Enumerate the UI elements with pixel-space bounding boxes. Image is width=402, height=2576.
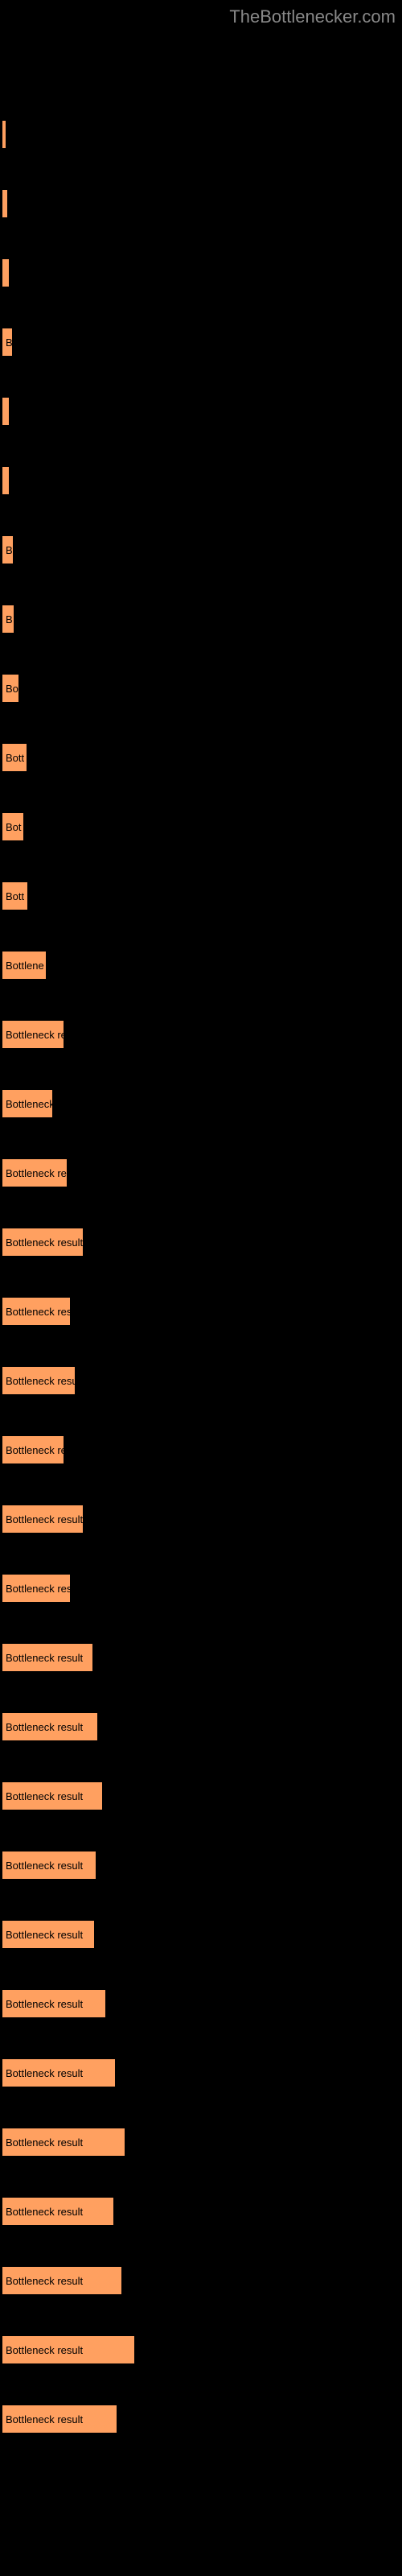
- bar-label: Bott: [6, 752, 24, 764]
- bar-row: Bottleneck result: [2, 1852, 402, 1879]
- bar-label: Bottleneck res: [6, 1167, 67, 1179]
- bar-row: Bottleneck result: [2, 1505, 402, 1533]
- bar: B: [2, 605, 14, 633]
- bar-label: Bottleneck res: [6, 1306, 70, 1318]
- bar-row: Bottleneck res: [2, 1159, 402, 1187]
- bar-row: Bottleneck result: [2, 2128, 402, 2156]
- bar: Bottleneck: [2, 1090, 52, 1117]
- bar: Bottlene: [2, 952, 46, 979]
- bar-row: B: [2, 328, 402, 356]
- bar-label: Bottlene: [6, 960, 44, 972]
- bar: Bottleneck result: [2, 2198, 113, 2225]
- bar-label: Bottleneck result: [6, 1513, 83, 1525]
- bar-label: Bottleneck result: [6, 2067, 83, 2079]
- bar-row: Bottleneck result: [2, 1782, 402, 1810]
- bar-label: B: [6, 336, 12, 349]
- bar-row: Bottleneck result: [2, 1228, 402, 1256]
- bar-row: Bottleneck result: [2, 1921, 402, 1948]
- bar-row: Bottleneck result: [2, 2336, 402, 2363]
- bar-label: Bot: [6, 821, 22, 833]
- bar-row: [2, 467, 402, 494]
- bar-row: Bottleneck result: [2, 1990, 402, 2017]
- bar: Bottleneck result: [2, 1644, 92, 1671]
- bar-row: [2, 121, 402, 148]
- bar: Bott: [2, 744, 27, 771]
- bar: Bottleneck resu: [2, 1575, 70, 1602]
- bar: Bottleneck re: [2, 1021, 64, 1048]
- bar-label: Bottleneck result: [6, 1652, 83, 1664]
- bar: [2, 259, 9, 287]
- bar-label: Bottleneck re: [6, 1444, 64, 1456]
- bar-label: Bottleneck result: [6, 1790, 83, 1802]
- bar: [2, 190, 7, 217]
- bar: Bot: [2, 813, 23, 840]
- bar-label: Bottleneck result: [6, 1236, 83, 1249]
- bar-label: Bottleneck result: [6, 2136, 83, 2149]
- bar: Bo: [2, 675, 18, 702]
- bar-label: Bottleneck result: [6, 2413, 83, 2425]
- bar-row: Bottleneck re: [2, 1436, 402, 1463]
- bar-row: Bott: [2, 744, 402, 771]
- bar: Bottleneck result: [2, 2405, 117, 2433]
- bar: Bottleneck result: [2, 1852, 96, 1879]
- bar-row: Bottleneck result: [2, 2059, 402, 2087]
- bar: B: [2, 328, 12, 356]
- bar-label: B: [6, 613, 13, 625]
- bar: [2, 121, 6, 148]
- bar: Bottleneck result: [2, 2059, 115, 2087]
- bar-row: B: [2, 605, 402, 633]
- bar-label: Bottleneck result: [6, 1998, 83, 2010]
- bar: Bottleneck resul: [2, 1367, 75, 1394]
- bar-row: Bottleneck resu: [2, 1575, 402, 1602]
- bar: B: [2, 536, 13, 564]
- bar-label: Bottleneck result: [6, 2344, 83, 2356]
- bar-row: Bott: [2, 882, 402, 910]
- bar: Bottleneck re: [2, 1436, 64, 1463]
- bar-label: Bottleneck result: [6, 2206, 83, 2218]
- bar: Bottleneck result: [2, 1228, 83, 1256]
- bar-label: Bo: [6, 683, 18, 695]
- bar-chart: B B B Bo Bott Bot Bott Bottlene Bottleneck re Bot…: [0, 0, 402, 2515]
- bar-row: Bottleneck: [2, 1090, 402, 1117]
- bar-row: [2, 259, 402, 287]
- bar: Bottleneck res: [2, 1159, 67, 1187]
- bar-row: Bottleneck result: [2, 2198, 402, 2225]
- bar-row: Bottleneck result: [2, 1713, 402, 1740]
- bar-row: Bottleneck result: [2, 1644, 402, 1671]
- bar: Bottleneck res: [2, 1298, 70, 1325]
- bar-label: Bottleneck resul: [6, 1375, 75, 1387]
- bar-row: Bottleneck res: [2, 1298, 402, 1325]
- bar: Bottleneck result: [2, 1990, 105, 2017]
- bar-label: B: [6, 544, 13, 556]
- bar-label: Bottleneck result: [6, 1721, 83, 1733]
- bar-label: Bottleneck result: [6, 1860, 83, 1872]
- bar-row: Bottleneck result: [2, 2405, 402, 2433]
- bar-row: Bottleneck result: [2, 2267, 402, 2294]
- bar: Bottleneck result: [2, 1505, 83, 1533]
- bar-row: [2, 398, 402, 425]
- bar-row: Bo: [2, 675, 402, 702]
- bar-label: Bottleneck result: [6, 2275, 83, 2287]
- bar: Bottleneck result: [2, 1713, 97, 1740]
- bar: Bottleneck result: [2, 2128, 125, 2156]
- bar-label: Bott: [6, 890, 24, 902]
- bar: Bottleneck result: [2, 2336, 134, 2363]
- bar-label: Bottleneck resu: [6, 1583, 70, 1595]
- bar-label: Bottleneck: [6, 1098, 52, 1110]
- bar: Bottleneck result: [2, 1921, 94, 1948]
- bar: Bottleneck result: [2, 1782, 102, 1810]
- bar: Bott: [2, 882, 27, 910]
- bar-label: Bottleneck result: [6, 1929, 83, 1941]
- bar-row: Bottleneck re: [2, 1021, 402, 1048]
- bar: [2, 398, 9, 425]
- bar-row: [2, 190, 402, 217]
- bar-row: Bot: [2, 813, 402, 840]
- bar-row: Bottleneck resul: [2, 1367, 402, 1394]
- bar-row: Bottlene: [2, 952, 402, 979]
- bar-label: Bottleneck re: [6, 1029, 64, 1041]
- bar-row: B: [2, 536, 402, 564]
- bar: Bottleneck result: [2, 2267, 121, 2294]
- bar: [2, 467, 9, 494]
- watermark-text: TheBottlenecker.com: [229, 6, 396, 27]
